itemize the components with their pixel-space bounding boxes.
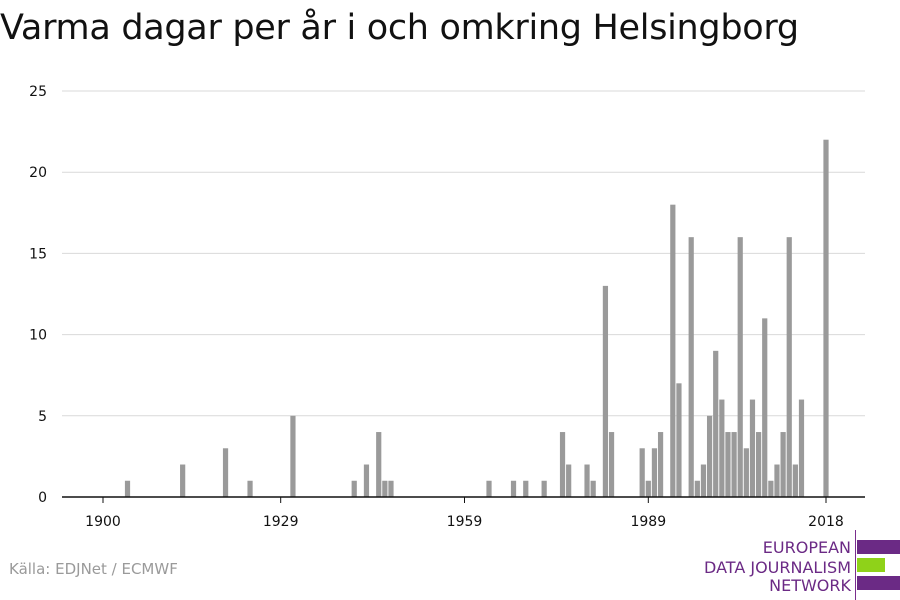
bar <box>700 464 707 497</box>
bar <box>388 480 394 497</box>
logo-bar-purple-top <box>857 540 900 554</box>
bar <box>351 480 357 497</box>
x-tick-label: 2018 <box>808 514 844 530</box>
bar <box>823 139 829 497</box>
bar <box>590 480 596 497</box>
bar <box>737 237 743 497</box>
logo-line-european: EUROPEAN <box>762 538 851 557</box>
bar <box>510 480 517 497</box>
bar <box>645 480 651 497</box>
logo-line-data-journalism: DATA JOURNALISM <box>704 558 851 577</box>
bar <box>713 350 719 497</box>
gridlines <box>62 90 865 417</box>
bar <box>749 399 756 497</box>
bar <box>792 464 798 497</box>
y-tick-label: 15 <box>29 246 47 262</box>
bar <box>608 432 615 497</box>
bar <box>602 285 609 497</box>
bar <box>290 415 296 497</box>
chart-title: Varma dagar per år i och omkring Helsing… <box>0 8 799 48</box>
bar <box>670 204 676 497</box>
x-tick-label: 1929 <box>263 514 299 530</box>
bar <box>541 480 547 497</box>
y-tick-label: 0 <box>38 490 47 506</box>
y-tick-label: 5 <box>38 409 47 425</box>
logo-bar-green <box>857 558 885 572</box>
y-tick-label: 25 <box>29 84 47 100</box>
bar <box>124 480 131 497</box>
y-axis-ticks: 0 5 10 15 20 25 <box>29 84 47 506</box>
logo-line-network: NETWORK <box>769 576 851 595</box>
bar <box>376 432 382 497</box>
bar <box>688 237 694 497</box>
bar <box>222 448 229 497</box>
bar <box>363 464 370 497</box>
y-tick-label: 10 <box>29 328 47 344</box>
bars <box>124 139 829 497</box>
bar <box>486 480 492 497</box>
bar <box>676 383 682 497</box>
y-tick-label: 20 <box>29 165 47 181</box>
source-note: Källa: EDJNet / ECMWF <box>9 560 178 578</box>
bar <box>798 399 805 497</box>
bar <box>584 464 590 497</box>
bar <box>743 448 749 497</box>
bar <box>657 432 664 497</box>
bar <box>639 448 645 497</box>
bar <box>755 432 762 497</box>
logo-divider <box>855 530 856 600</box>
logo-bar-purple-bottom <box>857 576 900 590</box>
bar <box>786 237 792 497</box>
bar <box>180 464 186 497</box>
bar <box>694 480 700 497</box>
bar <box>566 464 572 497</box>
edjnet-logo: EUROPEAN DATA JOURNALISM NETWORK <box>700 528 900 600</box>
bar <box>731 432 737 497</box>
bar <box>774 464 780 497</box>
bar <box>706 415 713 497</box>
bar <box>768 480 774 497</box>
x-tick-label: 1959 <box>447 514 483 530</box>
bar <box>247 480 253 497</box>
bar <box>762 318 768 497</box>
bar <box>780 432 786 497</box>
bar <box>719 399 725 497</box>
x-axis-ticks: 1900 1929 1959 1989 2018 <box>85 497 844 530</box>
bar <box>523 480 529 497</box>
bar <box>382 480 388 497</box>
bar <box>651 448 658 497</box>
bar <box>725 432 731 497</box>
x-tick-label: 1989 <box>630 514 666 530</box>
x-tick-label: 1900 <box>85 514 121 530</box>
bar <box>559 432 566 497</box>
